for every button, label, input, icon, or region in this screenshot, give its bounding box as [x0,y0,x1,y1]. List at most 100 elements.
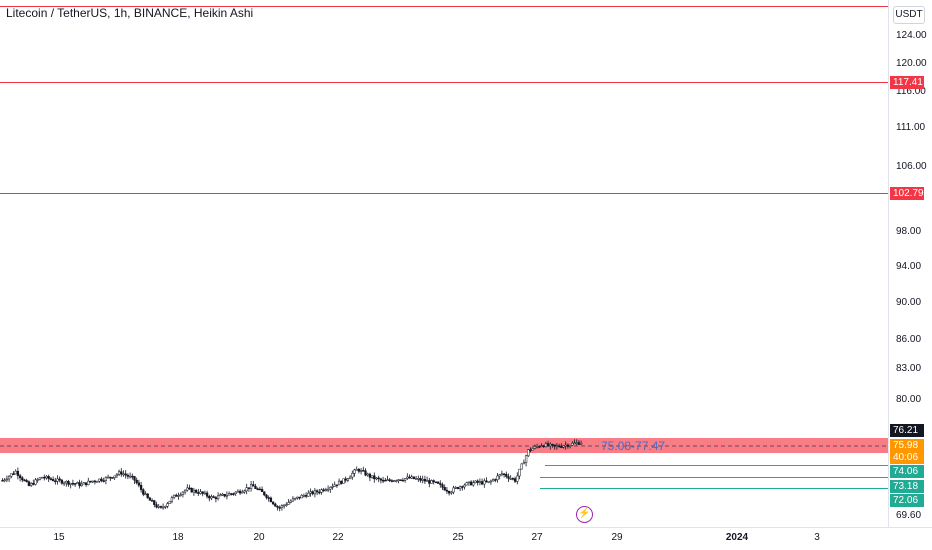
candle [335,484,339,488]
candle [225,491,229,500]
candle [364,468,367,477]
currency-button[interactable]: USDT [893,6,925,24]
candle [392,480,396,483]
candle [78,479,81,489]
candle [181,491,185,498]
candle [293,497,297,501]
candle [487,481,490,484]
time-tick-label: 18 [172,532,184,543]
candle [333,481,336,487]
candle [241,489,244,494]
candle [557,443,561,448]
candle [397,479,400,484]
candle [51,476,55,482]
candle [95,480,99,483]
candle [27,480,31,487]
candle [87,477,90,486]
candle [461,485,464,491]
candle [555,442,559,450]
candle [117,469,121,477]
candle [538,445,541,449]
candle [575,439,578,446]
candle [210,494,213,501]
candle [186,484,189,492]
candle [496,472,499,483]
candle [296,496,299,500]
candle [370,475,374,479]
candle [236,489,240,493]
candle [450,490,453,495]
candle [10,473,13,479]
candle [511,477,515,481]
candle [111,477,114,479]
candle [271,501,275,506]
candle [434,481,438,484]
candle [406,473,409,481]
candle [529,447,532,453]
candle [454,485,457,490]
candle [219,493,222,497]
candle [384,477,387,482]
candle [67,479,70,487]
candle [494,478,497,483]
price-tick-label: 83.00 [896,363,922,374]
candle [256,487,259,491]
zone-label: 75.08-77.47 [601,439,666,453]
candle [172,494,176,500]
candle [227,491,231,496]
candle [212,495,215,498]
candle [65,480,68,487]
candle [513,476,517,484]
candle [564,441,567,450]
candle [337,478,341,486]
candle [568,444,572,449]
price-tick-label: 111.00 [896,122,926,133]
candle [38,477,42,481]
candle [485,477,488,483]
candle [170,495,174,504]
candle [201,491,204,497]
candle [368,472,372,482]
candle [531,447,534,451]
price-tick-label: 106.00 [896,161,927,172]
candle [522,459,526,465]
candle [573,439,576,445]
candle [188,484,191,490]
candle [476,479,479,486]
candle [166,501,169,509]
candle [408,474,411,479]
candle [465,481,468,486]
candle [71,479,75,486]
candle [359,467,363,475]
candle [214,496,218,503]
candle [399,479,402,481]
candle [351,470,354,480]
candle [36,477,39,483]
candle [423,475,427,484]
candle [307,490,310,497]
candle [131,473,134,480]
symbol-title[interactable]: Litecoin / TetherUS, 1h, BINANCE, Heikin… [6,6,254,20]
price-tick-label: 86.00 [896,334,922,345]
candle [122,470,125,477]
candle [432,479,435,485]
candle [381,476,385,484]
candle [577,440,581,446]
horizontal-lines [0,6,888,194]
candle [137,479,141,488]
candle [346,477,350,483]
candle [144,491,147,496]
candle [489,479,493,485]
candle [18,473,22,482]
time-tick-label: 27 [531,532,543,543]
candle [102,477,105,483]
candle [25,478,28,483]
flash-icon[interactable]: ⚡ [576,506,593,523]
candle [157,504,160,509]
candle [571,441,574,446]
candles [1,439,583,512]
candle [344,476,347,483]
candle [302,493,306,498]
candle [267,495,270,502]
